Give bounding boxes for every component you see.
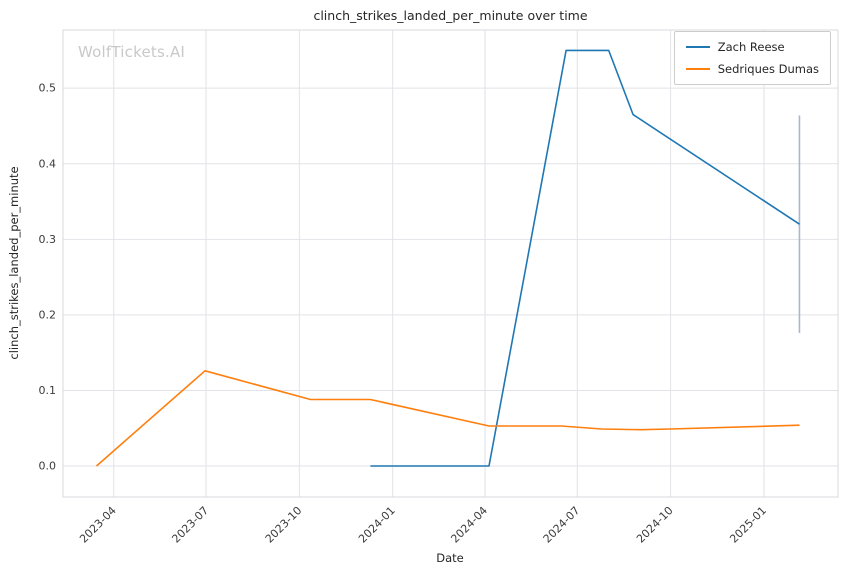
x-tick-label: 2024-07 (541, 504, 583, 546)
y-tick-label: 0.0 (39, 460, 57, 473)
legend-swatch-sedriques-dumas (685, 68, 710, 70)
y-tick-label: 0.3 (39, 233, 57, 246)
chart-title: clinch_strikes_landed_per_minute over ti… (313, 8, 588, 23)
y-tick-label: 0.4 (39, 157, 57, 170)
legend: Zach Reese Sedriques Dumas (673, 31, 831, 85)
legend-label-sedriques-dumas: Sedriques Dumas (717, 62, 819, 76)
x-tick-label: 2025-01 (727, 504, 769, 546)
y-tick-label: 0.2 (39, 308, 57, 321)
legend-item-sedriques-dumas: Sedriques Dumas (685, 62, 819, 76)
x-tick-label: 2024-04 (448, 504, 490, 546)
legend-item-zach-reese: Zach Reese (685, 40, 819, 54)
legend-label-zach-reese: Zach Reese (717, 40, 785, 54)
series-line-zach-reese (370, 49, 800, 467)
x-axis-label: Date (436, 551, 464, 565)
x-tick-label: 2023-04 (77, 504, 119, 546)
legend-swatch-zach-reese (685, 46, 710, 48)
y-tick-label: 0.1 (39, 384, 57, 397)
x-tick-label: 2024-10 (634, 504, 676, 546)
plot-border (62, 29, 839, 498)
x-tick-label: 2023-07 (169, 504, 211, 546)
x-tick-label: 2023-10 (263, 504, 305, 546)
y-tick-label: 0.5 (39, 82, 57, 95)
y-axis-label: clinch_strikes_landed_per_minute (7, 166, 21, 360)
series-line-sedriques-dumas (95, 369, 800, 467)
x-tick-label: 2024-01 (356, 504, 398, 546)
watermark: WolfTickets.AI (78, 43, 186, 61)
